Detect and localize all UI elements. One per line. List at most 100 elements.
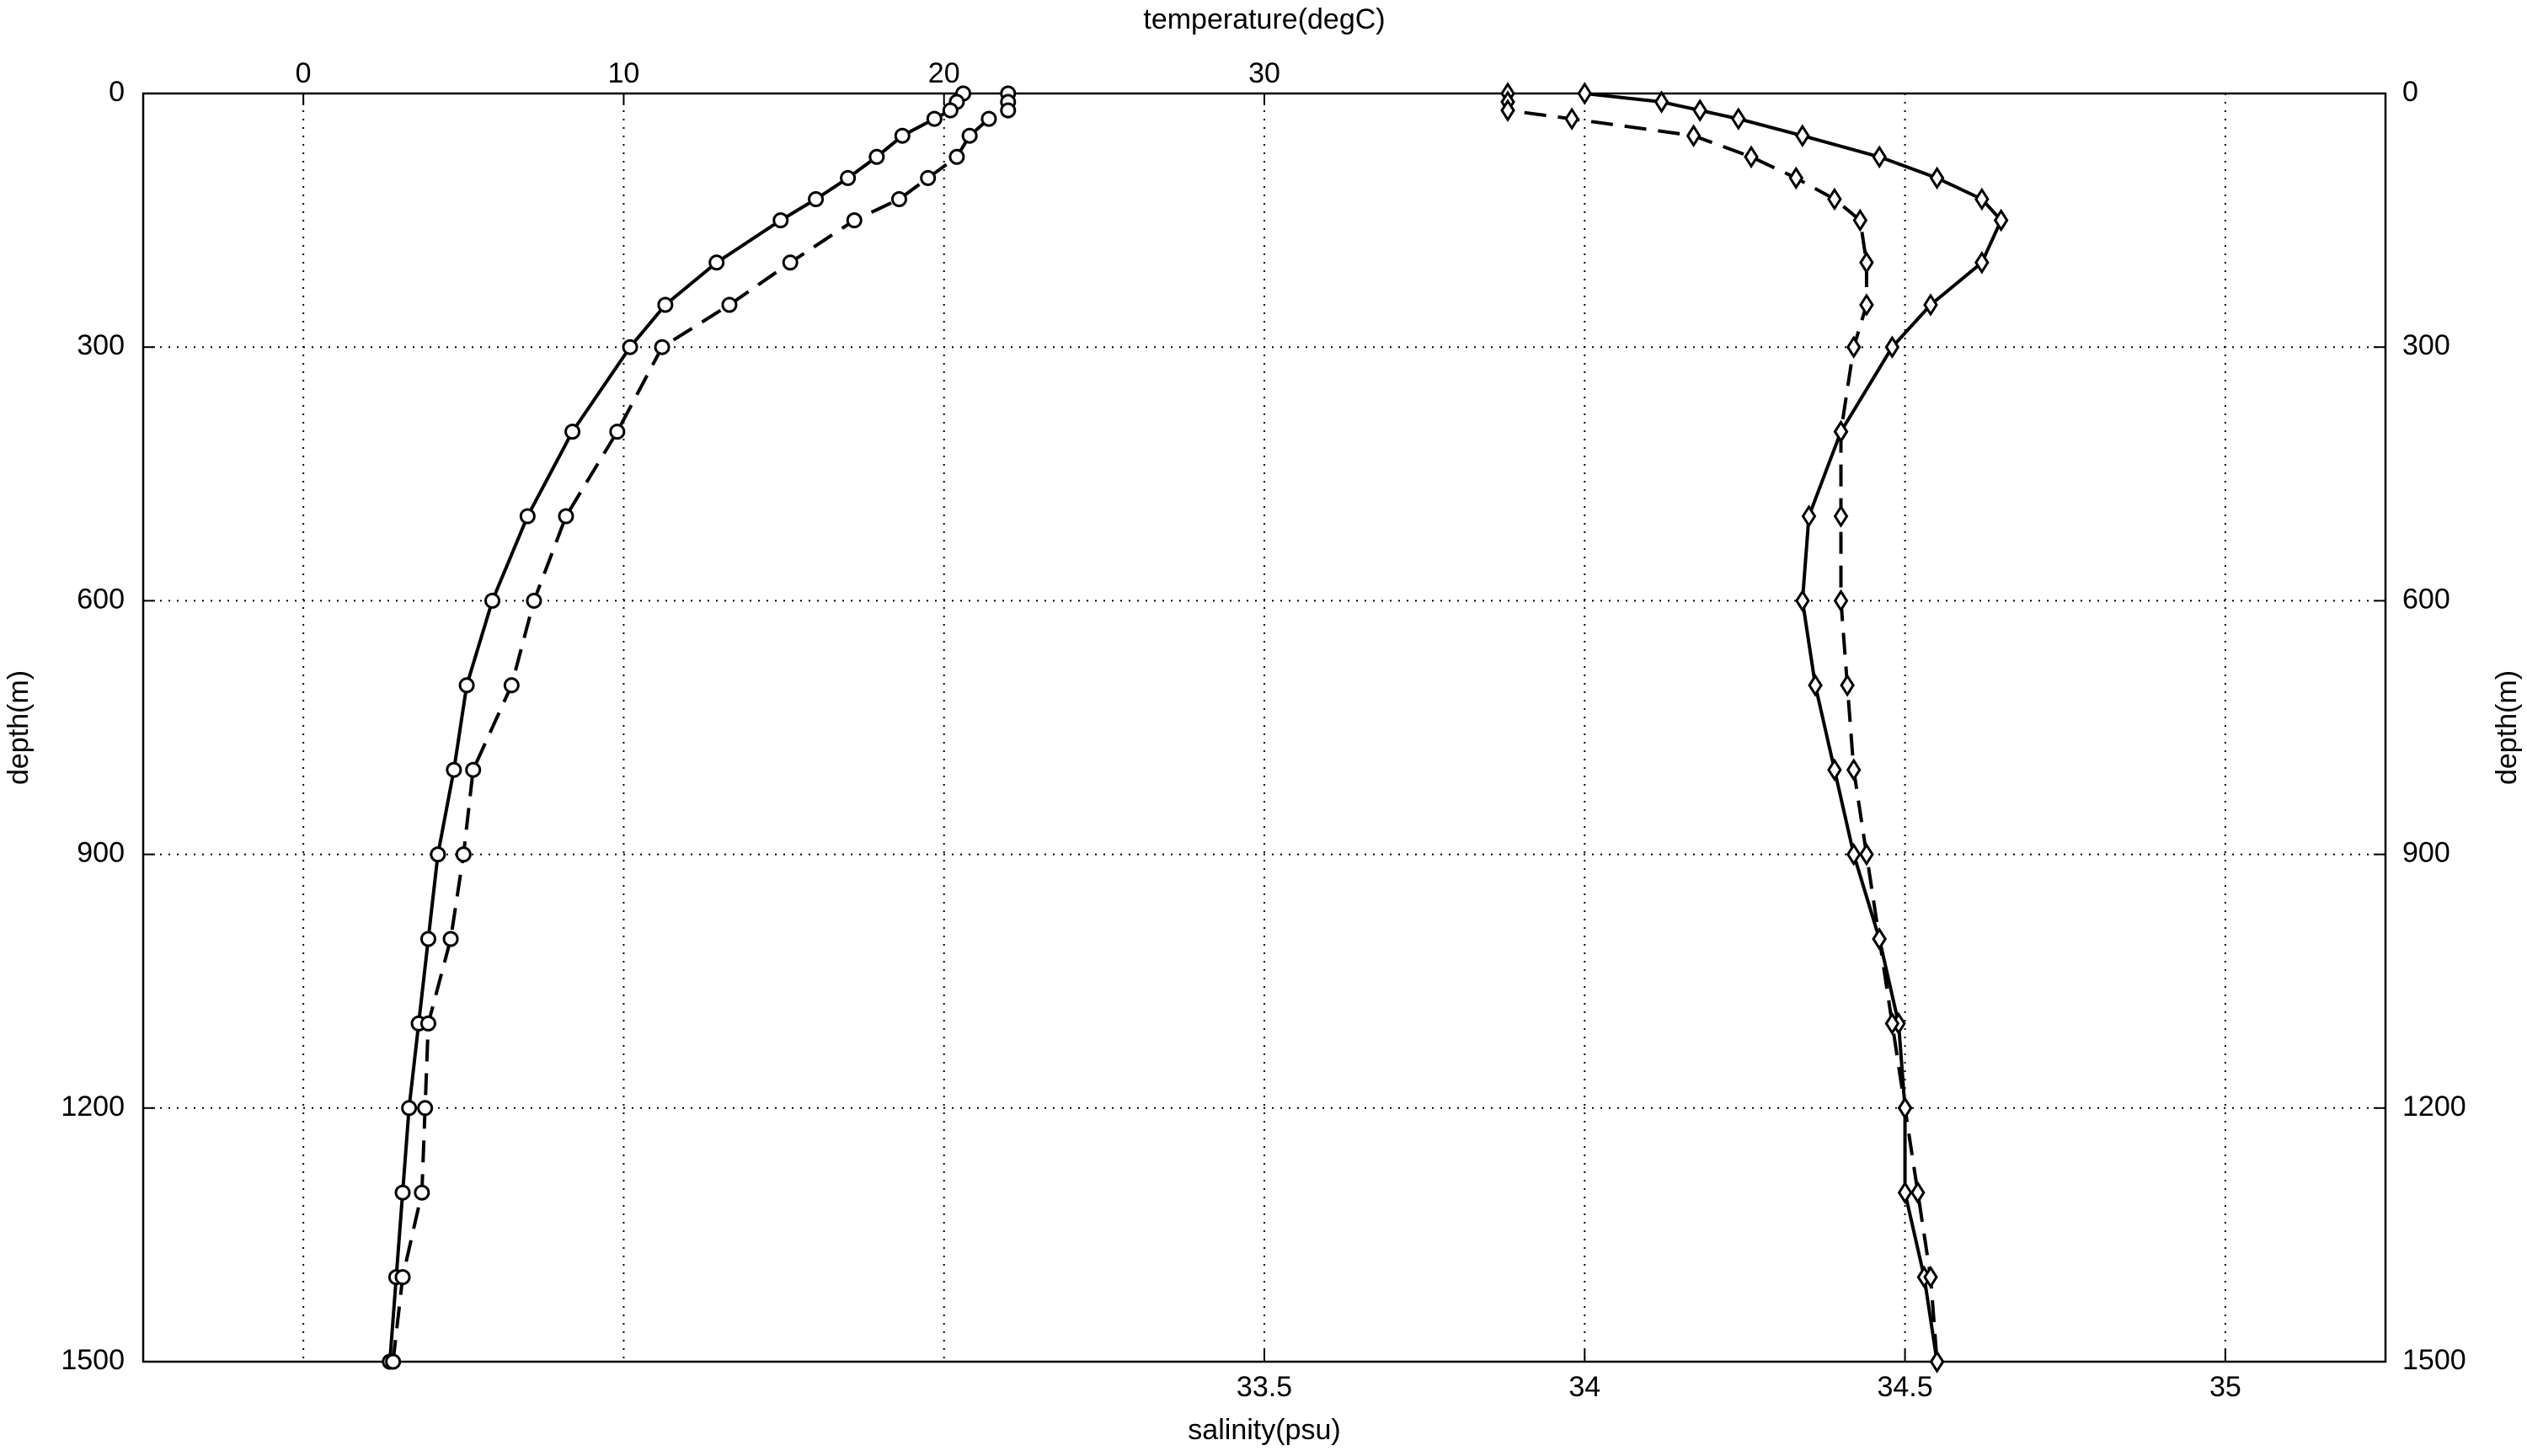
marker	[1833, 589, 1849, 613]
marker	[414, 1184, 430, 1201]
marker	[1884, 335, 1900, 359]
marker	[1897, 1096, 1913, 1120]
marker	[1788, 166, 1804, 190]
marker	[1859, 842, 1874, 867]
marker	[890, 191, 907, 207]
marker	[1974, 251, 1990, 275]
y-tick-label: 300	[77, 329, 125, 361]
marker	[1859, 251, 1874, 275]
marker	[782, 254, 799, 271]
x2-tick-label: 33.5	[1237, 1371, 1292, 1403]
plot-frame	[142, 92, 2387, 1363]
x2-axis-title: salinity(psu)	[1188, 1414, 1340, 1446]
marker	[1654, 90, 1670, 114]
marker	[1827, 758, 1842, 781]
marker	[465, 761, 482, 778]
y2-tick-label: 900	[2402, 837, 2450, 869]
y-axis-title: depth(m)	[3, 670, 35, 785]
x-tick-label: 10	[608, 57, 640, 89]
marker	[1564, 107, 1579, 131]
marker	[1846, 758, 1862, 781]
y-tick-label: 1500	[61, 1344, 125, 1376]
marker	[484, 592, 501, 609]
y-tick-label: 0	[109, 76, 125, 108]
marker	[419, 931, 436, 947]
marker	[920, 169, 937, 186]
marker	[1872, 145, 1887, 169]
y2-tick-label: 300	[2402, 329, 2450, 361]
marker	[1993, 208, 2009, 232]
marker	[622, 339, 638, 355]
marker	[1500, 99, 1515, 122]
y2-tick-label: 1500	[2402, 1344, 2466, 1376]
marker	[1859, 293, 1874, 317]
marker	[519, 508, 536, 525]
marker	[1897, 1181, 1913, 1204]
marker	[442, 931, 459, 947]
marker	[708, 254, 725, 271]
marker	[961, 127, 978, 144]
y2-tick-label: 1200	[2402, 1091, 2466, 1123]
marker	[1686, 124, 1702, 147]
x2-tick-label: 34	[1568, 1371, 1600, 1403]
marker	[846, 212, 863, 229]
marker	[948, 148, 965, 165]
marker	[1923, 1265, 1938, 1289]
marker	[503, 677, 520, 694]
marker	[1692, 99, 1707, 122]
marker	[1808, 674, 1823, 697]
marker	[926, 110, 943, 127]
marker	[894, 127, 911, 144]
marker	[1795, 124, 1810, 147]
marker	[1884, 1011, 1900, 1036]
marker	[526, 592, 542, 609]
x2-tick-label: 34.5	[1877, 1371, 1932, 1403]
marker	[721, 296, 738, 313]
marker	[401, 1100, 418, 1117]
y-tick-label: 1200	[61, 1091, 125, 1123]
marker	[1833, 419, 1849, 444]
y2-tick-label: 0	[2402, 76, 2418, 108]
series-line	[1584, 92, 2003, 1363]
marker	[446, 761, 462, 778]
marker	[1852, 208, 1868, 232]
x-axis-title: temperature(degC)	[1143, 3, 1385, 35]
marker	[417, 1100, 434, 1117]
x-tick-label: 0	[296, 57, 312, 89]
marker	[1731, 107, 1746, 131]
marker	[808, 191, 825, 207]
y-tick-label: 600	[77, 583, 125, 615]
marker	[609, 424, 626, 440]
marker	[385, 1353, 402, 1370]
marker	[430, 846, 446, 863]
marker	[394, 1184, 411, 1201]
marker	[1827, 187, 1842, 211]
y2-tick-label: 600	[2402, 583, 2450, 615]
y-tick-label: 900	[77, 837, 125, 869]
marker	[1840, 674, 1855, 697]
marker	[1833, 504, 1849, 528]
marker	[657, 296, 674, 313]
marker	[1929, 166, 1945, 190]
marker	[772, 212, 789, 229]
marker	[868, 148, 885, 165]
marker	[1744, 145, 1759, 169]
marker	[1974, 187, 1990, 211]
marker	[840, 169, 857, 186]
marker	[1801, 504, 1817, 528]
marker	[1923, 293, 1938, 317]
marker	[1000, 102, 1017, 119]
marker	[1795, 589, 1810, 613]
marker	[394, 1269, 411, 1286]
marker	[942, 102, 959, 119]
marker	[455, 846, 472, 863]
marker	[458, 677, 475, 694]
x-tick-label: 20	[928, 57, 960, 89]
x2-tick-label: 35	[2209, 1371, 2241, 1403]
marker	[558, 508, 574, 525]
y2-axis-title: depth(m)	[2491, 670, 2523, 785]
marker	[654, 339, 670, 355]
